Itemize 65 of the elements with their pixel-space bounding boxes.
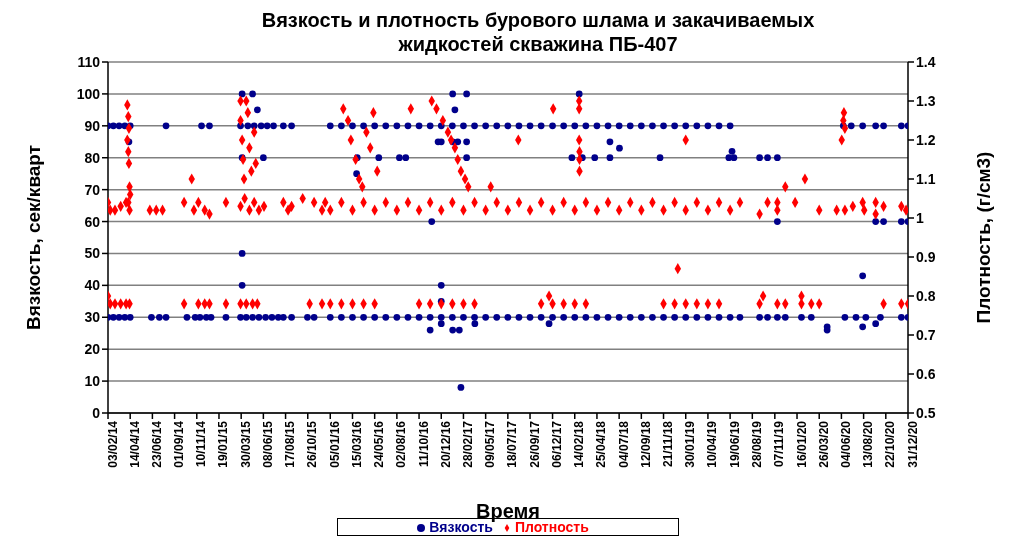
y2-tick-label: 0.6	[916, 365, 936, 382]
y-tick-label: 40	[84, 277, 101, 294]
x-tick-label: 19/06/19	[727, 420, 742, 468]
x-tick-label: 15/03/16	[349, 420, 364, 468]
y2-tick-label: 1.2	[916, 131, 936, 148]
x-tick-label: 05/01/16	[327, 420, 342, 468]
x-tick-label: 16/01/20	[794, 420, 809, 468]
x-tick-label: 22/10/20	[883, 420, 898, 468]
x-tick-label: 10/04/19	[705, 420, 720, 468]
x-tick-label: 03/02/14	[105, 420, 120, 468]
x-tick-label: 17/08/15	[283, 420, 298, 468]
y2-tick-label: 0.5	[916, 404, 936, 421]
y-axis-title: Вязкость, сек/кварт	[22, 144, 44, 331]
legend-label: Плотность	[514, 519, 589, 535]
y2-tick-label: 0.9	[916, 248, 936, 265]
x-tick-label: 26/09/17	[527, 420, 542, 468]
y-tick-label: 50	[84, 245, 101, 262]
y-tick-label: 110	[77, 53, 101, 70]
x-tick-label: 31/12/20	[905, 420, 920, 468]
x-tick-label: 25/04/18	[594, 420, 609, 468]
x-tick-label: 24/05/16	[372, 420, 387, 468]
y2-tick-label: 0.8	[916, 287, 936, 304]
x-axis-title: Время	[476, 500, 540, 522]
x-tick-label: 07/11/19	[772, 420, 787, 468]
x-tick-label: 09/05/17	[483, 420, 498, 468]
x-tick-label: 04/06/20	[838, 420, 853, 468]
x-tick-label: 06/12/17	[550, 420, 565, 468]
x-tick-label: 04/07/18	[616, 420, 631, 468]
x-tick-label: 01/09/14	[172, 420, 187, 468]
legend-label: Вязкость	[429, 519, 493, 535]
x-tick-label: 19/01/15	[216, 420, 231, 468]
y-tick-label: 30	[84, 309, 101, 326]
y-tick-label: 0	[92, 404, 101, 421]
y-tick-label: 20	[84, 341, 101, 358]
y-tick-label: 80	[84, 149, 101, 166]
chart-title: Вязкость и плотность бурового шлама и закачиваемых жидкостей скважина ПБ-407	[260, 8, 816, 56]
x-tick-label: 10/11/14	[194, 420, 209, 468]
x-tick-label: 23/06/14	[149, 420, 164, 468]
y2-tick-label: 1.4	[916, 53, 936, 70]
y-tick-label: 10	[84, 373, 101, 390]
x-tick-label: 30/01/19	[683, 420, 698, 468]
x-tick-label: 26/03/20	[816, 420, 831, 468]
x-tick-label: 30/03/15	[238, 420, 253, 468]
y-tick-label: 100	[76, 85, 101, 102]
x-tick-label: 08/06/15	[260, 420, 275, 468]
x-tick-label: 02/08/16	[394, 420, 409, 468]
y2-tick-label: 1	[916, 209, 924, 226]
x-tick-label: 21/11/18	[661, 420, 676, 468]
x-tick-label: 14/02/18	[572, 420, 587, 468]
y-tick-label: 90	[84, 117, 101, 134]
y-tick-label: 70	[84, 181, 101, 198]
x-tick-label: 20/12/16	[438, 420, 453, 468]
x-tick-label: 14/04/14	[127, 420, 142, 468]
x-tick-label: 12/09/18	[638, 420, 653, 468]
x-tick-label: 28/08/19	[749, 420, 764, 468]
y-tick-label: 60	[84, 213, 101, 230]
x-tick-label: 26/10/15	[305, 420, 320, 468]
x-tick-label: 18/07/17	[505, 420, 520, 468]
x-tick-label: 13/08/20	[861, 420, 876, 468]
y2-tick-label: 1.1	[916, 170, 936, 187]
y2-tick-label: 0.7	[916, 326, 936, 343]
x-tick-label: 28/02/17	[460, 420, 475, 468]
y2-axis-title: Плотность, (г/см3)	[972, 151, 994, 324]
x-tick-label: 11/10/16	[416, 420, 431, 468]
y2-tick-label: 1.3	[916, 92, 936, 109]
